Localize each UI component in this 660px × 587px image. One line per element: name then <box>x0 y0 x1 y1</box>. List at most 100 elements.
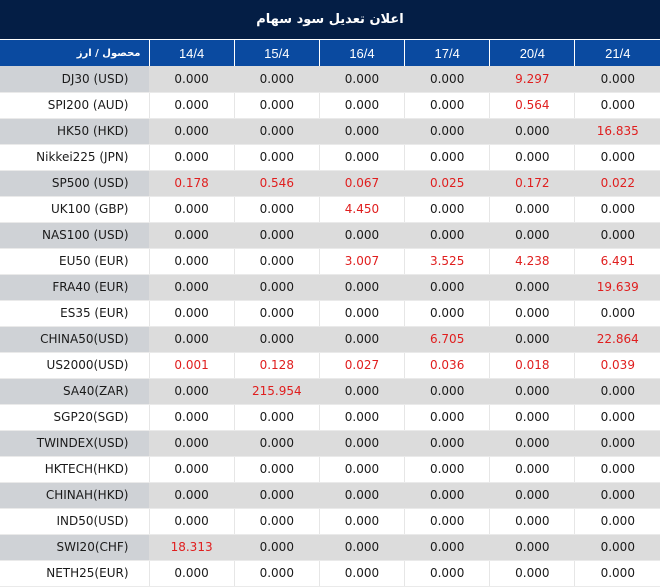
table-row: UK100 (GBP) 0.000 0.000 4.450 0.000 0.000 0.00… <box>0 196 660 223</box>
product-cell: NAS100 (USD) <box>0 222 149 249</box>
value-cell: 0.000 <box>318 274 405 301</box>
value-cell: 0.000 <box>233 248 320 275</box>
value-cell: 0.000 <box>404 66 490 93</box>
value-cell: 18.313 <box>148 534 235 561</box>
page-title: اعلان تعدیل سود سهام <box>0 0 660 39</box>
value-cell: 0.000 <box>318 222 405 249</box>
value-cell: 0.546 <box>233 170 320 197</box>
product-cell: DJ30 (USD) <box>0 66 149 93</box>
value-cell: 0.000 <box>148 508 235 535</box>
table-row: HK50 (HKD) 0.000 0.000 0.000 0.000 0.000 16.83… <box>0 118 660 145</box>
column-header-product: محصول / ارز <box>0 39 149 66</box>
value-cell: 0.000 <box>574 144 660 171</box>
column-header-date: 17/4 <box>404 39 490 66</box>
product-cell: EU50 (EUR) <box>0 248 149 275</box>
value-cell: 0.000 <box>489 326 575 353</box>
value-cell: 0.000 <box>404 196 490 223</box>
column-header-date: 16/4 <box>318 39 405 66</box>
value-cell: 0.000 <box>148 560 235 587</box>
value-cell: 0.000 <box>233 66 320 93</box>
value-cell: 0.000 <box>318 456 405 483</box>
value-cell: 215.954 <box>233 378 320 405</box>
value-cell: 0.000 <box>404 378 490 405</box>
value-cell: 0.000 <box>404 456 490 483</box>
table-row: DJ30 (USD) 0.000 0.000 0.000 0.000 9.297 0.000 <box>0 66 660 93</box>
value-cell: 0.172 <box>489 170 575 197</box>
table-row: EU50 (EUR) 0.000 0.000 3.007 3.525 4.238 6.491 <box>0 248 660 275</box>
value-cell: 0.025 <box>404 170 490 197</box>
product-cell: US2000(USD) <box>0 352 149 379</box>
value-cell: 0.000 <box>148 92 235 119</box>
value-cell: 0.000 <box>148 430 235 457</box>
value-cell: 0.000 <box>404 222 490 249</box>
value-cell: 0.000 <box>318 66 405 93</box>
value-cell: 0.000 <box>233 300 320 327</box>
value-cell: 0.000 <box>318 378 405 405</box>
value-cell: 0.000 <box>404 300 490 327</box>
value-cell: 0.000 <box>574 92 660 119</box>
value-cell: 0.000 <box>404 92 490 119</box>
table-row: US2000(USD) 0.001 0.128 0.027 0.036 0.018 0.03… <box>0 352 660 379</box>
value-cell: 0.000 <box>574 196 660 223</box>
value-cell: 0.000 <box>574 66 660 93</box>
value-cell: 0.000 <box>148 378 235 405</box>
table-row: HKTECH(HKD) 0.000 0.000 0.000 0.000 0.000 0.00… <box>0 456 660 483</box>
value-cell: 0.000 <box>404 560 490 587</box>
value-cell: 0.000 <box>318 300 405 327</box>
value-cell: 0.000 <box>318 534 405 561</box>
value-cell: 0.000 <box>489 378 575 405</box>
value-cell: 0.128 <box>233 352 320 379</box>
value-cell: 0.000 <box>489 508 575 535</box>
value-cell: 0.000 <box>148 118 235 145</box>
dividend-adjustment-table: محصول / ارز 14/4 15/4 16/4 17/4 20/4 21/… <box>0 39 660 587</box>
value-cell: 0.000 <box>318 508 405 535</box>
product-cell: SP500 (USD) <box>0 170 149 197</box>
product-cell: Nikkei225 (JPN) <box>0 144 149 171</box>
value-cell: 0.000 <box>148 274 235 301</box>
value-cell: 22.864 <box>574 326 660 353</box>
product-cell: CHINA50(USD) <box>0 326 149 353</box>
value-cell: 0.000 <box>404 482 490 509</box>
value-cell: 0.000 <box>233 92 320 119</box>
value-cell: 0.000 <box>489 534 575 561</box>
value-cell: 0.000 <box>489 118 575 145</box>
value-cell: 0.000 <box>574 560 660 587</box>
value-cell: 0.564 <box>489 92 575 119</box>
value-cell: 0.000 <box>233 560 320 587</box>
value-cell: 6.491 <box>574 248 660 275</box>
product-cell: FRA40 (EUR) <box>0 274 149 301</box>
value-cell: 0.000 <box>489 222 575 249</box>
table-row: SPI200 (AUD) 0.000 0.000 0.000 0.000 0.564 0.0… <box>0 92 660 119</box>
value-cell: 0.000 <box>318 118 405 145</box>
value-cell: 0.000 <box>404 508 490 535</box>
table-row: Nikkei225 (JPN) 0.000 0.000 0.000 0.000 0.000… <box>0 144 660 171</box>
value-cell: 0.067 <box>318 170 405 197</box>
product-cell: SGP20(SGD) <box>0 404 149 431</box>
value-cell: 0.000 <box>489 196 575 223</box>
value-cell: 0.000 <box>404 274 490 301</box>
value-cell: 0.001 <box>148 352 235 379</box>
product-cell: HK50 (HKD) <box>0 118 149 145</box>
value-cell: 0.000 <box>148 196 235 223</box>
value-cell: 19.639 <box>574 274 660 301</box>
column-header-date: 14/4 <box>148 39 235 66</box>
value-cell: 9.297 <box>489 66 575 93</box>
table-row: NAS100 (USD) 0.000 0.000 0.000 0.000 0.000 0.0… <box>0 222 660 249</box>
value-cell: 0.000 <box>148 456 235 483</box>
value-cell: 0.000 <box>148 326 235 353</box>
value-cell: 0.000 <box>404 404 490 431</box>
value-cell: 0.000 <box>233 196 320 223</box>
value-cell: 0.000 <box>318 482 405 509</box>
value-cell: 0.000 <box>489 560 575 587</box>
table-row: SP500 (USD) 0.178 0.546 0.067 0.025 0.172 0.02… <box>0 170 660 197</box>
value-cell: 0.036 <box>404 352 490 379</box>
value-cell: 0.000 <box>489 144 575 171</box>
value-cell: 0.000 <box>404 144 490 171</box>
value-cell: 0.000 <box>233 430 320 457</box>
table-row: SGP20(SGD) 0.000 0.000 0.000 0.000 0.000 0.000 <box>0 404 660 431</box>
value-cell: 4.450 <box>318 196 405 223</box>
column-header-date: 20/4 <box>489 39 575 66</box>
product-cell: CHINAH(HKD) <box>0 482 149 509</box>
table-row: NETH25(EUR) 0.000 0.000 0.000 0.000 0.000 0.00… <box>0 560 660 587</box>
value-cell: 0.000 <box>574 222 660 249</box>
